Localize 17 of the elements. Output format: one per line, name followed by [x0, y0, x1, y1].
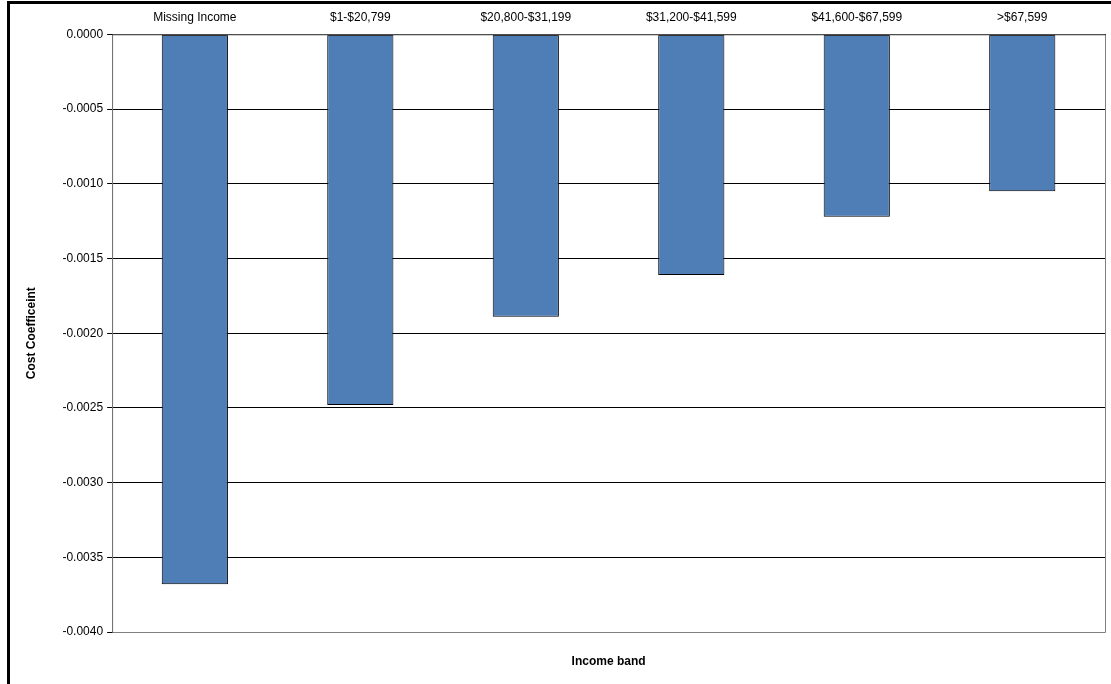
- y-axis-title: Cost Coefficeint: [23, 287, 38, 380]
- y-tick-label: -0.0035: [62, 549, 104, 564]
- x-tick-label: Missing Income: [153, 9, 237, 24]
- x-tick-label: >$67,599: [997, 9, 1048, 24]
- x-axis-title: Income band: [571, 654, 646, 669]
- y-tick-label: -0.0030: [62, 474, 104, 489]
- y-tick-label: -0.0005: [62, 101, 104, 116]
- x-tick-label: $1-$20,799: [329, 9, 391, 24]
- y-tick-label: -0.0015: [62, 250, 104, 265]
- y-tick-label: -0.0025: [62, 400, 104, 415]
- y-tick-label: 0.0000: [66, 26, 104, 41]
- y-tick-label: -0.0040: [62, 624, 104, 639]
- y-tick-label: -0.0020: [62, 325, 104, 340]
- x-tick-label: $31,200-$41,599: [645, 9, 737, 24]
- x-tick-label: $20,800-$31,199: [480, 9, 572, 24]
- y-tick-label: -0.0010: [62, 176, 104, 191]
- x-tick-label: $41,600-$67,599: [811, 9, 903, 24]
